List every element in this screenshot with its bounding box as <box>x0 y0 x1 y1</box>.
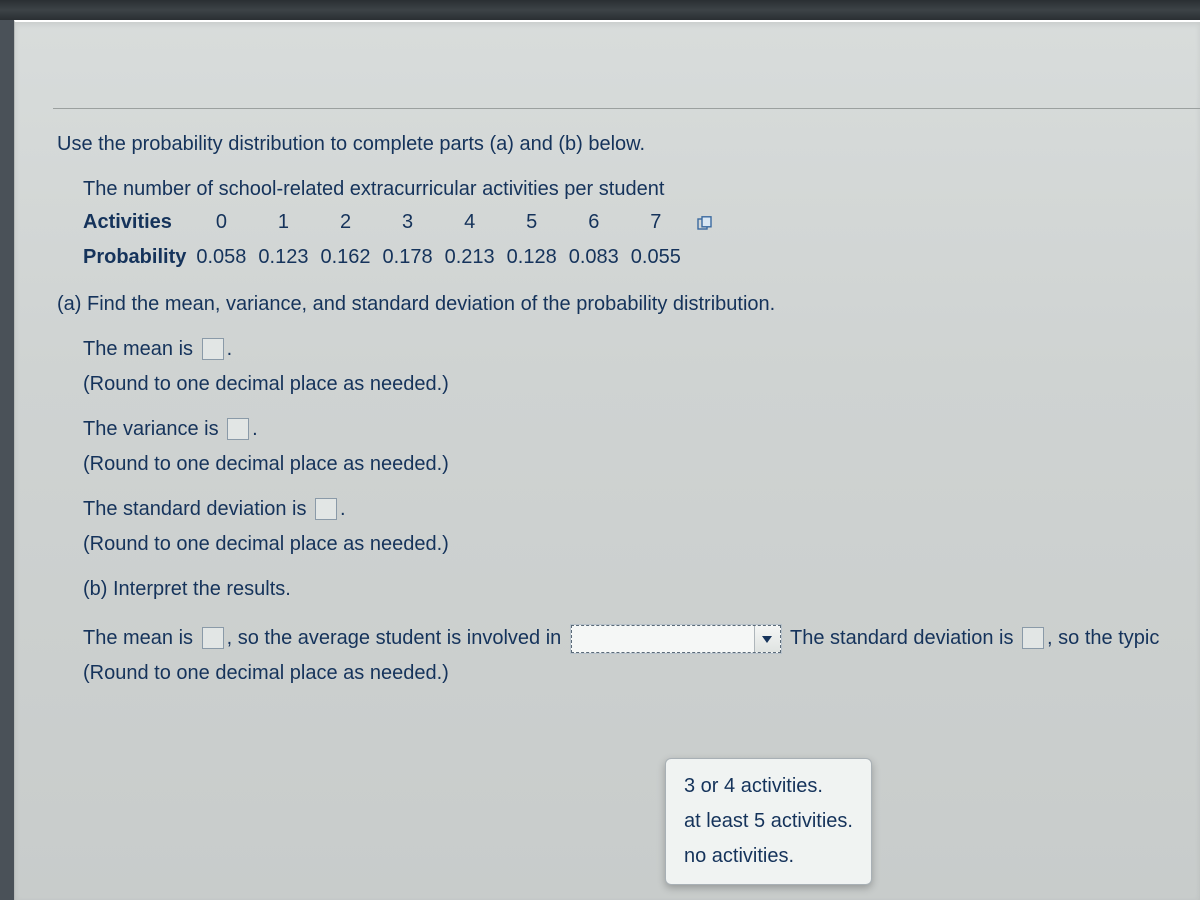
sd-input[interactable] <box>315 498 337 520</box>
label-text: The mean is <box>83 338 199 360</box>
round-hint: (Round to one decimal place as needed.) <box>57 369 1200 400</box>
cell: 7 <box>631 205 693 240</box>
table-row: Probability 0.058 0.123 0.162 0.178 0.21… <box>83 240 725 275</box>
cell: 0.123 <box>258 240 320 275</box>
cell: 3 <box>383 205 445 240</box>
cell: 0.055 <box>631 240 693 275</box>
cell: 6 <box>569 205 631 240</box>
sd-line: The standard deviation is . <box>57 494 1200 525</box>
row-label: Activities <box>83 205 196 240</box>
cell: 0.058 <box>196 240 258 275</box>
content-panel: Use the probability distribution to comp… <box>14 20 1200 900</box>
interpret-line: The mean is , so the average student is … <box>57 623 1200 654</box>
monitor-frame: Use the probability distribution to comp… <box>0 0 1200 900</box>
label-text: The standard deviation is <box>785 627 1019 649</box>
dropdown-option[interactable]: at least 5 activities. <box>684 804 853 839</box>
label-text: . <box>227 338 233 360</box>
sd-interp-input[interactable] <box>1022 627 1044 649</box>
cell: 0.213 <box>445 240 507 275</box>
dropdown-arrow-icon[interactable] <box>754 626 780 652</box>
copy-cell <box>693 205 725 240</box>
cell: 0.128 <box>507 240 569 275</box>
distribution-table-block: The number of school-related extracurric… <box>57 174 1200 275</box>
part-a-prompt: (a) Find the mean, variance, and standar… <box>57 289 1200 320</box>
dropdown-option[interactable]: no activities. <box>684 839 853 874</box>
cell: 2 <box>320 205 382 240</box>
label-text: . <box>340 498 346 520</box>
mean-interp-input[interactable] <box>202 627 224 649</box>
round-hint: (Round to one decimal place as needed.) <box>57 449 1200 480</box>
dropdown-option[interactable]: 3 or 4 activities. <box>684 769 853 804</box>
round-hint: (Round to one decimal place as needed.) <box>57 658 1200 689</box>
cell: 1 <box>258 205 320 240</box>
cell: 0 <box>196 205 258 240</box>
cell: 0.162 <box>320 240 382 275</box>
variance-line: The variance is . <box>57 414 1200 445</box>
label-text: , so the average student is involved in <box>227 627 567 649</box>
round-hint: (Round to one decimal place as needed.) <box>57 529 1200 560</box>
copy-icon[interactable] <box>697 216 713 230</box>
label-text: The variance is <box>83 418 224 440</box>
part-b-prompt: (b) Interpret the results. <box>57 574 1200 605</box>
distribution-table: Activities 0 1 2 3 4 5 6 7 <box>83 205 725 275</box>
mean-input[interactable] <box>202 338 224 360</box>
variance-input[interactable] <box>227 418 249 440</box>
top-ridge <box>0 0 1200 20</box>
table-row: Activities 0 1 2 3 4 5 6 7 <box>83 205 725 240</box>
dropdown-popup: 3 or 4 activities. at least 5 activities… <box>665 758 872 885</box>
cell: 5 <box>507 205 569 240</box>
row-label: Probability <box>83 240 196 275</box>
cell: 0.178 <box>383 240 445 275</box>
activities-dropdown[interactable] <box>571 625 781 653</box>
divider <box>53 108 1200 109</box>
label-text: . <box>252 418 258 440</box>
cell: 0.083 <box>569 240 631 275</box>
label-text: The standard deviation is <box>83 498 312 520</box>
table-caption: The number of school-related extracurric… <box>83 174 1200 205</box>
label-text: , so the typic <box>1047 627 1159 649</box>
cell: 4 <box>445 205 507 240</box>
intro-text: Use the probability distribution to comp… <box>57 129 1200 160</box>
question-content: Use the probability distribution to comp… <box>57 108 1200 900</box>
mean-line: The mean is . <box>57 334 1200 365</box>
label-text: The mean is <box>83 627 199 649</box>
